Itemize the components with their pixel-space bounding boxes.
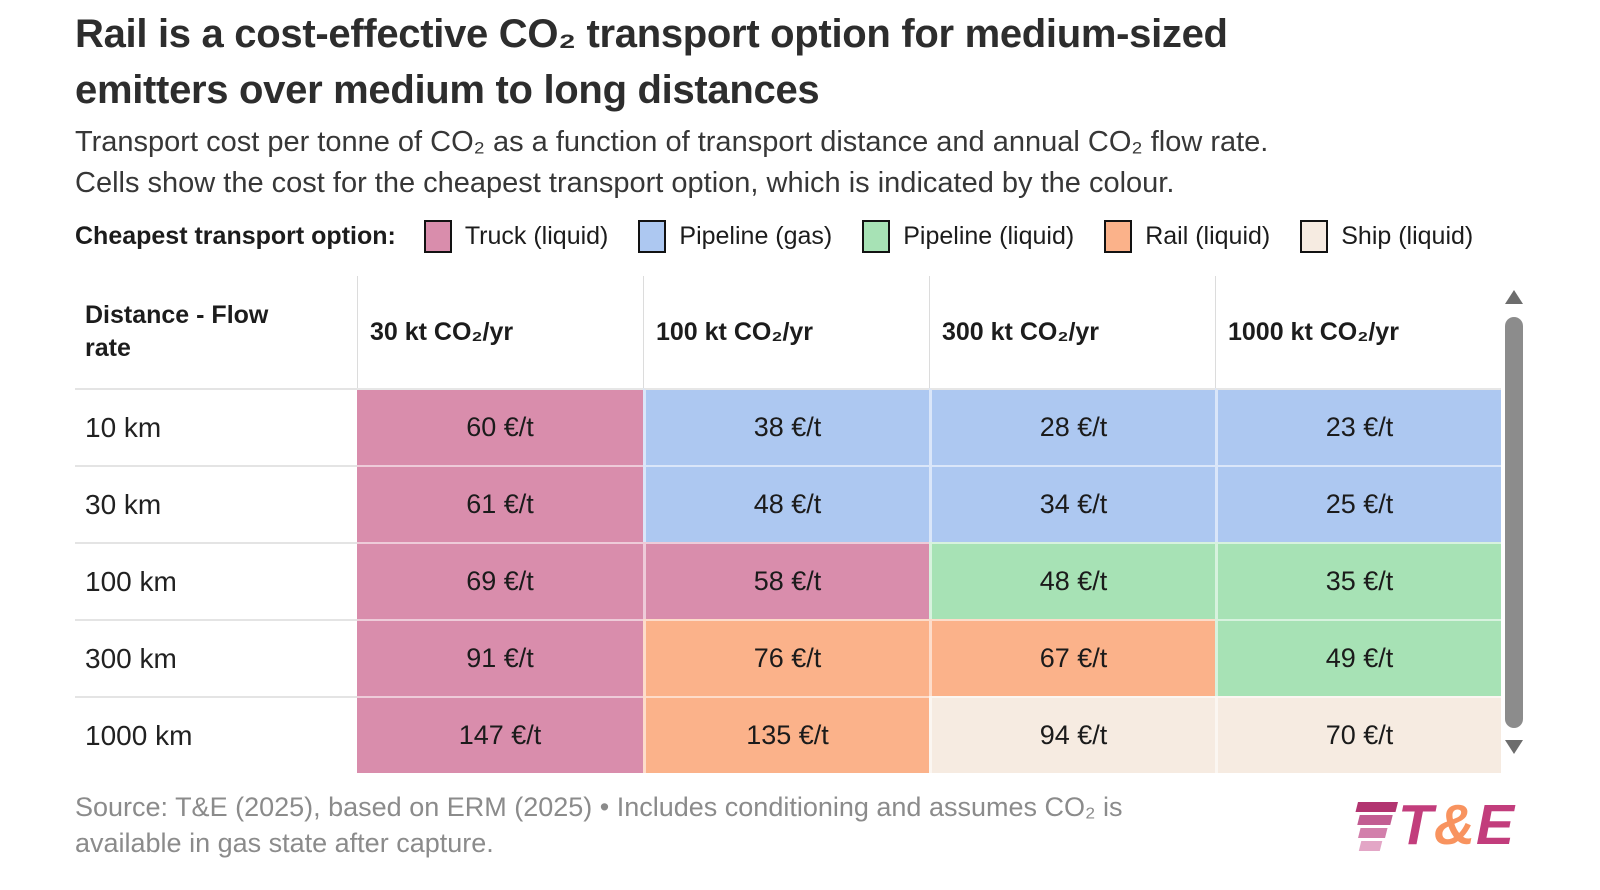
chart-subtitle: Transport cost per tonne of CO₂ as a fun… xyxy=(75,122,1268,204)
row-label-300-km: 300 km xyxy=(75,619,357,696)
legend-swatch-ship-liquid xyxy=(1300,219,1329,253)
cell-30-km-300-kt-co-yr: 34 €/t xyxy=(929,465,1215,542)
legend-swatch-pipeline-liquid xyxy=(862,219,891,253)
cell-100-km-1000-kt-co-yr: 35 €/t xyxy=(1215,542,1501,619)
cell-1000-km-100-kt-co-yr: 135 €/t xyxy=(643,696,929,773)
legend-swatch-rail-liquid xyxy=(1104,219,1133,253)
corner-header: Distance - Flow rate xyxy=(75,276,357,388)
legend-swatch-pipeline-gas xyxy=(638,219,667,253)
cell-10-km-30-kt-co-yr: 60 €/t xyxy=(357,388,643,465)
cell-30-km-1000-kt-co-yr: 25 €/t xyxy=(1215,465,1501,542)
cell-1000-km-30-kt-co-yr: 147 €/t xyxy=(357,696,643,773)
chart-subtitle-line2: Cells show the cost for the cheapest tra… xyxy=(75,167,1175,199)
column-header-300-kt-co-yr: 300 kt CO₂/yr xyxy=(929,276,1215,388)
te-logo-letter-t: T xyxy=(1398,793,1434,857)
scroll-up-arrow-icon[interactable] xyxy=(1505,290,1523,304)
cell-300-km-30-kt-co-yr: 91 €/t xyxy=(357,619,643,696)
scroll-down-arrow-icon[interactable] xyxy=(1505,740,1523,754)
legend-item-pipeline-gas: Pipeline (gas) xyxy=(638,219,833,253)
legend-label-truck-liquid: Truck (liquid) xyxy=(464,221,609,250)
te-logo-bars-icon xyxy=(1355,802,1398,851)
cell-30-km-30-kt-co-yr: 61 €/t xyxy=(357,465,643,542)
legend-item-pipeline-liquid: Pipeline (liquid) xyxy=(862,219,1075,253)
cell-10-km-1000-kt-co-yr: 23 €/t xyxy=(1215,388,1501,465)
legend-label-pipeline-gas: Pipeline (gas) xyxy=(679,221,833,250)
legend-label-pipeline-liquid: Pipeline (liquid) xyxy=(903,221,1075,250)
row-label-100-km: 100 km xyxy=(75,542,357,619)
legend-item-ship-liquid: Ship (liquid) xyxy=(1300,219,1474,253)
column-header-1000-kt-co-yr: 1000 kt CO₂/yr xyxy=(1215,276,1501,388)
legend-item-rail-liquid: Rail (liquid) xyxy=(1104,219,1271,253)
legend-label-rail-liquid: Rail (liquid) xyxy=(1145,221,1271,250)
scrollbar-thumb[interactable] xyxy=(1505,317,1523,728)
legend: Cheapest transport option: Truck (liquid… xyxy=(75,216,1473,256)
te-logo: T&E xyxy=(1338,794,1515,856)
cell-1000-km-1000-kt-co-yr: 70 €/t xyxy=(1215,696,1501,773)
legend-swatch-truck-liquid xyxy=(423,219,452,253)
cell-100-km-30-kt-co-yr: 69 €/t xyxy=(357,542,643,619)
row-label-1000-km: 1000 km xyxy=(75,696,357,773)
source-note-line1: Source: T&E (2025), based on ERM (2025) … xyxy=(75,792,1123,822)
chart-title-line2: emitters over medium to long distances xyxy=(75,68,820,112)
legend-item-truck-liquid: Truck (liquid) xyxy=(423,219,609,253)
cell-300-km-300-kt-co-yr: 67 €/t xyxy=(929,619,1215,696)
cell-30-km-100-kt-co-yr: 48 €/t xyxy=(643,465,929,542)
row-label-10-km: 10 km xyxy=(75,388,357,465)
te-logo-text: T&E xyxy=(1398,795,1515,855)
heatmap-table: Distance - Flow rate 30 kt CO₂/yr 100 kt … xyxy=(75,276,1501,773)
cell-1000-km-300-kt-co-yr: 94 €/t xyxy=(929,696,1215,773)
chart-title: Rail is a cost-effective CO₂ transport o… xyxy=(75,6,1228,118)
cell-10-km-100-kt-co-yr: 38 €/t xyxy=(643,388,929,465)
te-logo-letter-e: E xyxy=(1476,793,1516,857)
column-header-100-kt-co-yr: 100 kt CO₂/yr xyxy=(643,276,929,388)
legend-items: Truck (liquid) Pipeline (gas) Pipeline (li… xyxy=(423,219,1474,253)
column-header-30-kt-co-yr: 30 kt CO₂/yr xyxy=(357,276,643,388)
source-note-line2: available in gas state after capture. xyxy=(75,828,494,858)
cell-300-km-100-kt-co-yr: 76 €/t xyxy=(643,619,929,696)
cell-100-km-300-kt-co-yr: 48 €/t xyxy=(929,542,1215,619)
cell-10-km-300-kt-co-yr: 28 €/t xyxy=(929,388,1215,465)
cell-100-km-100-kt-co-yr: 58 €/t xyxy=(643,542,929,619)
legend-label-ship-liquid: Ship (liquid) xyxy=(1341,221,1474,250)
legend-title: Cheapest transport option: xyxy=(75,221,396,250)
chart-subtitle-line1: Transport cost per tonne of CO₂ as a fun… xyxy=(75,126,1269,158)
source-note: Source: T&E (2025), based on ERM (2025) … xyxy=(75,789,1122,861)
corner-header-label: Distance - Flow rate xyxy=(85,301,269,362)
row-label-30-km: 30 km xyxy=(75,465,357,542)
te-logo-ampersand: & xyxy=(1433,793,1476,857)
scrollbar[interactable] xyxy=(1504,286,1524,762)
chart-title-line1: Rail is a cost-effective CO₂ transport o… xyxy=(75,12,1228,56)
cell-300-km-1000-kt-co-yr: 49 €/t xyxy=(1215,619,1501,696)
